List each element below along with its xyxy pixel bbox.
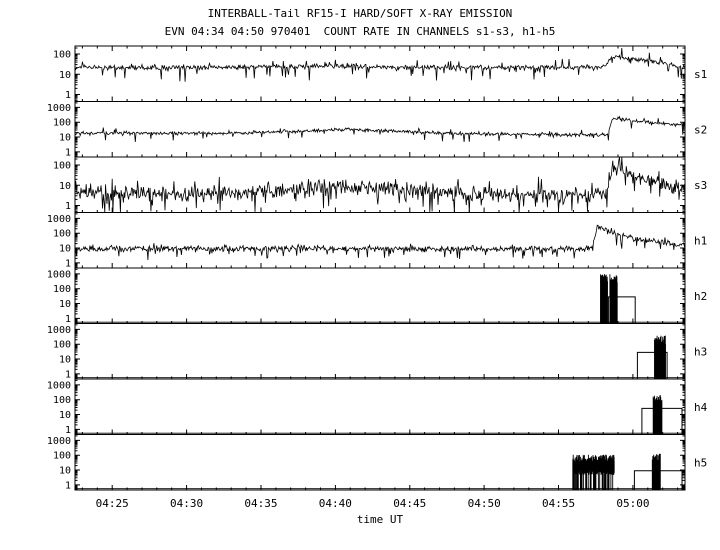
step-box-h3-0 (636, 351, 668, 379)
y-tick-label: 100 (53, 451, 71, 462)
panel-label: h4 (694, 401, 708, 414)
panel-label: s3 (694, 179, 707, 192)
y-tick-label: 1 (65, 425, 71, 436)
axis-ticks-h4 (75, 379, 685, 435)
y-tick-label: 1 (65, 258, 71, 269)
x-tick-label: 04:30 (170, 497, 203, 510)
x-tick-label: 04:50 (468, 497, 501, 510)
y-tick-label: 10 (59, 410, 71, 421)
y-tick-label: 100 (53, 340, 71, 351)
panel-frame-s2 (74, 101, 686, 158)
y-tick-label: 100 (53, 50, 71, 61)
burst-h2-0 (600, 274, 608, 324)
step-box-h5-0 (633, 470, 683, 490)
axis-ticks-s2 (75, 102, 685, 157)
x-tick-label: 04:45 (393, 497, 426, 510)
chart-subtitle: EVN 04:34 04:50 970401 COUNT RATE IN CHA… (164, 25, 556, 38)
burst-h3-0 (654, 335, 666, 379)
y-tick-label: 10 (59, 181, 71, 192)
y-tick-label: 100 (53, 395, 71, 406)
chart-title: INTERBALL-Tail RF15-I HARD/SOFT X-RAY EM… (207, 7, 513, 20)
y-tick-label: 1 (65, 147, 71, 158)
axis-ticks-h3 (75, 324, 685, 379)
y-tick-label: 1 (65, 201, 71, 212)
y-tick-label: 1000 (47, 214, 71, 225)
y-tick-label: 10 (59, 133, 71, 144)
y-tick-label: 1000 (47, 103, 71, 114)
y-tick-label: 1 (65, 369, 71, 380)
y-tick-label: 1000 (47, 436, 71, 447)
y-tick-label: 10 (59, 355, 71, 366)
trace-s1 (74, 47, 686, 82)
y-tick-label: 100 (53, 161, 71, 172)
trace-s3 (74, 156, 686, 213)
axis-ticks-h2 (75, 268, 685, 324)
y-tick-label: 10 (59, 70, 71, 81)
axis-ticks-s3 (75, 158, 685, 213)
burst-h5-1 (651, 453, 661, 490)
trace-s2 (74, 115, 686, 143)
panel-frame-s1 (74, 45, 686, 102)
step-box-h2-0 (607, 296, 636, 324)
panel-label: h5 (694, 456, 707, 469)
panel-frame-h2 (74, 267, 686, 324)
y-tick-label: 1000 (47, 380, 71, 391)
panel-label: s2 (694, 123, 707, 136)
y-tick-label: 100 (53, 284, 71, 295)
panel-label: h3 (694, 345, 707, 358)
burst-h4-0 (652, 395, 663, 435)
y-tick-label: 100 (53, 118, 71, 129)
x-tick-label: 04:25 (96, 497, 129, 510)
panel-frame-h4 (74, 378, 686, 435)
panel-label: h1 (694, 234, 707, 247)
trace-h1 (74, 224, 686, 261)
burst-h5-0 (572, 454, 615, 490)
burst-h2-1 (609, 274, 618, 324)
x-tick-label: 04:55 (542, 497, 575, 510)
y-tick-label: 10 (59, 466, 71, 477)
panel-label: h2 (694, 290, 707, 303)
y-tick-label: 1 (65, 314, 71, 325)
panel-frame-h3 (74, 323, 686, 380)
y-tick-label: 1000 (47, 269, 71, 280)
y-tick-label: 100 (53, 229, 71, 240)
panel-label: s1 (694, 68, 707, 81)
x-axis-title: time UT (357, 513, 404, 526)
axis-ticks-s1 (75, 46, 685, 102)
panel-frame-s3 (74, 156, 686, 213)
y-tick-label: 1000 (47, 325, 71, 336)
step-box-h4-0 (641, 407, 683, 435)
x-tick-label: 05:00 (616, 497, 649, 510)
y-tick-label: 10 (59, 244, 71, 255)
x-tick-label: 04:40 (319, 497, 352, 510)
y-tick-label: 1 (65, 480, 71, 491)
axis-ticks-h1 (75, 213, 685, 268)
y-tick-label: 1 (65, 90, 71, 101)
x-tick-label: 04:35 (244, 497, 277, 510)
y-tick-label: 10 (59, 299, 71, 310)
